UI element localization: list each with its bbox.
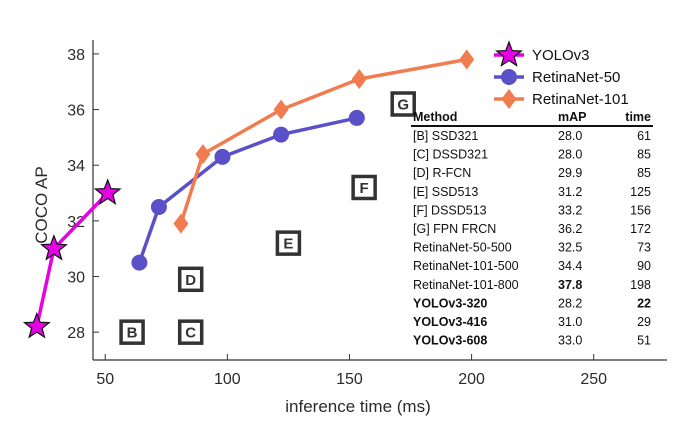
x-tick-label: 100 [214,371,241,388]
x-tick-label: 250 [580,371,607,388]
table-cell-time: 172 [630,222,651,236]
table-cell-map: 31.2 [558,185,582,199]
x-tick-label: 200 [458,371,485,388]
retinanet-101-point [195,144,211,165]
method-box-label: G [397,97,409,114]
x-tick-label: 50 [96,371,114,388]
table-cell-time: 90 [637,259,651,273]
table-cell-method: [D] R-FCN [413,166,471,180]
method-box-f [351,174,377,201]
table-cell-map: 34.4 [558,259,582,273]
method-box-label: D [185,272,196,289]
method-box-d [177,266,204,293]
y-tick-label: 30 [67,270,85,287]
table-cell-method: RetinaNet-101-500 [413,259,519,273]
x-axis-label: inference time (ms) [285,397,430,416]
table-header-time: time [625,110,651,124]
retinanet-50-line [137,116,358,264]
table-cell-map: 32.5 [558,241,582,255]
table-cell-method: [B] SSD321 [413,129,478,143]
retinanet-50-point [150,198,167,215]
method-box-label: C [185,325,196,342]
table-cell-map: 29.9 [558,166,582,180]
retinanet-50-point [131,254,148,271]
table-cell-method: [F] DSSD513 [413,203,487,217]
table-cell-time: 22 [637,296,651,310]
y-tick-label: 28 [67,325,85,342]
plot-area: 28 30 32 34 36 38 50 100 150 200 250 B C D E F G YOLOv3 Re… [22,40,667,388]
method-box-e [275,230,302,256]
legend-marker-retinanet-101 [501,89,517,109]
table-cell-time: 51 [637,334,651,348]
method-box-label: F [360,180,369,197]
table-cell-time: 156 [630,203,651,217]
table-cell-method: [E] SSD513 [413,185,478,199]
y-tick-label: 36 [67,103,85,120]
y-axis-label: COCO AP [32,166,51,243]
table-cell-map: 31.0 [558,315,582,329]
retinanet-101-point [173,213,189,234]
yolov3-point [93,178,122,205]
y-tick-label: 38 [67,47,85,64]
legend-label-retinanet-50: RetinaNet-50 [532,69,620,86]
table-cell-method: RetinaNet-101-800 [413,278,519,292]
table-cell-time: 85 [637,166,651,180]
method-box-label: E [283,236,293,253]
retinanet-50-point [348,109,365,126]
method-box-b [119,319,145,345]
method-box-label: B [127,325,138,342]
table-cell-time: 29 [637,315,651,329]
legend-label-retinanet-101: RetinaNet-101 [532,91,629,108]
legend-marker-retinanet-50 [501,69,517,85]
method-box-g [390,91,416,117]
legend-marker-yolov3 [494,40,524,67]
yolov3-point [40,234,68,261]
legend-label-yolov3: YOLOv3 [532,47,590,64]
table-cell-map: 37.8 [558,278,582,292]
retinanet-101-point [351,68,367,89]
table-cell-time: 73 [637,241,651,255]
table-cell-method: YOLOv3-320 [413,296,487,310]
table-cell-method: [C] DSSD321 [413,148,488,162]
table-cell-method: YOLOv3-608 [413,334,487,348]
yolov3-point [22,311,51,339]
table-cell-map: 33.0 [558,334,582,348]
table-cell-map: 28.2 [558,296,582,310]
y-axis-label-group: COCO AP [32,166,51,243]
x-tick-label: 150 [336,371,363,388]
retinanet-101-point [273,99,289,120]
table-cell-method: YOLOv3-416 [413,315,487,329]
table-cell-map: 28.0 [558,148,582,162]
y-tick-label: 34 [67,158,85,175]
table-cell-map: 36.2 [558,222,582,236]
retinanet-50-point [214,148,231,165]
retinanet-101-point [459,49,475,70]
table-cell-time: 125 [630,185,651,199]
table-cell-map: 28.0 [558,129,582,143]
table-cell-time: 198 [630,278,651,292]
table-cell-method: RetinaNet-50-500 [413,241,512,255]
retinanet-50-point [273,126,290,143]
table-cell-map: 33.2 [558,203,582,217]
table-header-method: Method [413,110,457,124]
table-cell-method: [G] FPN FRCN [413,222,496,236]
method-box-c [177,319,204,345]
table-cell-time: 61 [637,129,651,143]
table-cell-time: 85 [637,148,651,162]
y-tick-label: 32 [67,214,85,231]
table-header-map: mAP [558,110,586,124]
